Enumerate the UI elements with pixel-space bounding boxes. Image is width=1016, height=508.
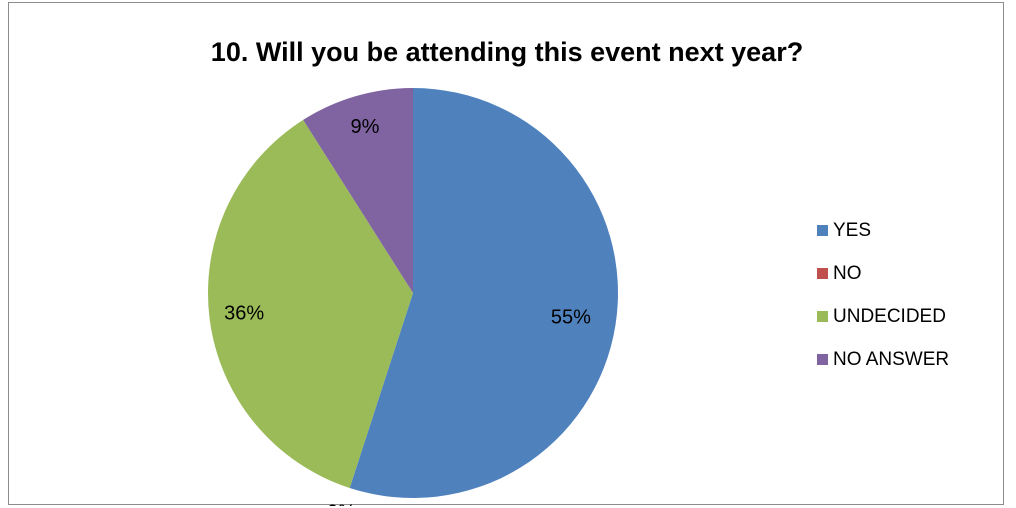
legend-entry-yes: YES bbox=[817, 215, 949, 246]
data-label-undecided: 36% bbox=[224, 303, 264, 325]
chart-title: 10. Will you be attending this event nex… bbox=[210, 37, 804, 67]
chart-legend: YES NO UNDECIDED NO ANSWER bbox=[817, 215, 949, 387]
data-label-no-answer: 9% bbox=[351, 116, 380, 138]
pie-slices bbox=[207, 88, 618, 498]
pie-plot: 55% 0% 36% 9% bbox=[207, 88, 618, 506]
legend-swatch-no bbox=[817, 268, 828, 279]
legend-swatch-yes bbox=[817, 225, 828, 236]
legend-entry-no: NO bbox=[817, 258, 949, 289]
data-label-no: 0% bbox=[327, 502, 356, 506]
pie-data-labels: 55% 0% 36% 9% bbox=[224, 116, 591, 506]
legend-entry-undecided: UNDECIDED bbox=[817, 301, 949, 332]
legend-label-no-answer: NO ANSWER bbox=[833, 348, 950, 370]
pie-slice-yes bbox=[349, 88, 618, 498]
data-label-yes: 55% bbox=[551, 306, 591, 328]
legend-label-no: NO bbox=[833, 262, 862, 284]
legend-swatch-undecided bbox=[817, 311, 828, 322]
legend-swatch-no-answer bbox=[817, 354, 828, 365]
legend-label-yes: YES bbox=[833, 219, 872, 241]
legend-label-undecided: UNDECIDED bbox=[833, 305, 946, 327]
pie-slice-undecided bbox=[207, 119, 413, 488]
chart-area: 10. Will you be attending this event nex… bbox=[8, 2, 1004, 506]
pie-slice-no-answer bbox=[303, 88, 413, 293]
legend-entry-no-answer: NO ANSWER bbox=[817, 344, 949, 375]
